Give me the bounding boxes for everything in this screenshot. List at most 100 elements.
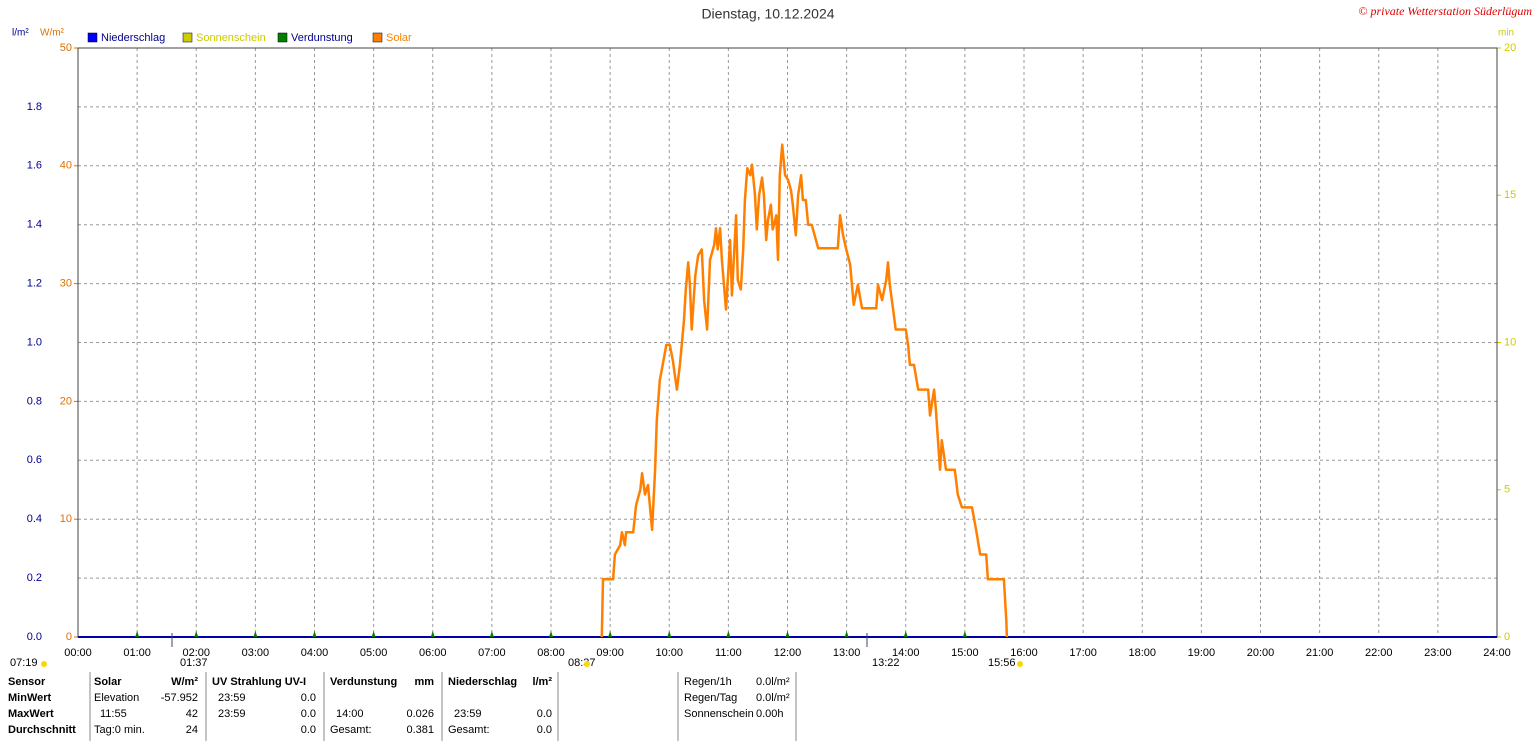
info-label: Regen/Tag [684,692,737,704]
y-tick-label: 20 [60,395,72,407]
y3-axis-label: l/m² [12,28,29,39]
x-tick-label: 18:00 [1128,647,1156,659]
hour-marker [608,631,613,637]
x-tick-label: 23:00 [1424,647,1452,659]
y2-tick-label: 20 [1504,42,1516,54]
cell-value: 0.381 [406,724,434,736]
cell-value: 24 [186,724,198,736]
cell-value: 42 [186,708,198,720]
y-tick-label: 30 [60,278,72,290]
y3-tick-label: 1.2 [27,278,42,290]
x-tick-label: 17:00 [1069,647,1097,659]
x-tick-label: 05:00 [360,647,388,659]
y-tick-label: 0 [66,631,72,643]
x-tick-label: 14:00 [892,647,920,659]
x-tick-label: 11:00 [715,647,742,659]
hour-marker [549,631,553,637]
y3-tick-label: 0.6 [27,454,42,466]
y3-tick-label: 0.8 [27,395,42,407]
hour-marker [844,631,849,637]
x-tick-label: 04:00 [301,647,329,659]
table-header: Verdunstung [330,676,397,688]
y3-tick-label: 1.4 [27,219,42,231]
y2-tick-label: 15 [1504,189,1516,201]
x-tick-label: 21:00 [1306,647,1334,659]
y3-tick-label: 1.0 [27,336,42,348]
x-tick-label: 24:00 [1483,647,1511,659]
cell-note: Elevation [94,692,139,704]
x-tick-label: 01:00 [123,647,151,659]
legend-label: Sonnenschein [196,32,266,44]
chart-title: Dienstag, 10.12.2024 [701,6,834,22]
y-axis-label: W/m² [40,28,65,39]
y3-tick-label: 0.0 [27,631,42,643]
x-tick-label: 19:00 [1188,647,1216,659]
info-value: 0.00h [756,708,784,720]
hour-marker [726,631,731,637]
copyright: © private Wetterstation Süderlügum [1358,4,1532,18]
cell-value: 0.0 [537,708,552,720]
hour-marker [489,631,494,637]
table-header: l/m² [532,676,552,688]
cell-value: -57.952 [161,692,198,704]
table-header: Solar [94,676,122,688]
cell-note: 14:00 [336,708,364,720]
info-value: 0.0l/m² [756,676,790,688]
info-label: Regen/1h [684,676,732,688]
legend-label: Solar [386,32,412,44]
cell-value: 0.0 [537,724,552,736]
hour-marker [667,631,672,637]
y3-tick-label: 1.6 [27,160,42,172]
hour-marker [312,631,317,637]
y2-tick-label: 5 [1504,484,1510,496]
annotation: 15:56 [988,657,1016,669]
info-label: Sonnenschein [684,708,754,720]
table-header: mm [414,676,434,688]
x-tick-label: 07:00 [478,647,506,659]
y-tick-label: 50 [60,42,72,54]
cell-note: 23:59 [454,708,482,720]
cell-note: Gesamt: [330,724,372,736]
table-header: Sensor [8,676,46,688]
hour-marker [194,631,199,637]
cell-note: 11:55 [100,708,127,720]
x-tick-label: 12:00 [774,647,802,659]
x-tick-label: 08:00 [537,647,565,659]
x-tick-label: 00:00 [64,647,92,659]
cell-note: Gesamt: [448,724,490,736]
hour-marker [430,631,435,637]
cell-note: 23:59 [218,692,246,704]
sun-marker [41,661,47,667]
sun-marker [1017,661,1023,667]
x-tick-label: 20:00 [1247,647,1275,659]
hour-marker [785,631,790,637]
x-tick-label: 02:00 [182,647,210,659]
y-tick-label: 40 [60,160,72,172]
cell-note: Tag:0 min. [94,724,145,736]
y2-tick-label: 10 [1504,336,1516,348]
legend-label: Verdunstung [291,32,353,44]
legend-swatch [182,32,193,43]
hour-marker [253,631,258,637]
annotation: 01:37 [180,657,208,669]
cell-note: 23:59 [218,708,246,720]
x-tick-label: 09:00 [596,647,624,659]
row-label: Durchschnitt [8,724,76,736]
y2-tick-label: 0 [1504,631,1510,643]
y2-axis-label: min [1498,28,1514,39]
y-tick-label: 10 [60,513,72,525]
x-tick-label: 06:00 [419,647,447,659]
info-value: 0.0l/m² [756,692,790,704]
x-tick-label: 03:00 [242,647,270,659]
cell-value: 0.0 [301,724,316,736]
y3-tick-label: 1.8 [27,101,42,113]
annotation: 07:19 [10,657,38,669]
annotation: 08:37 [568,657,596,669]
legend-swatch [277,32,288,43]
legend-swatch [372,32,383,43]
x-tick-label: 22:00 [1365,647,1393,659]
table-header: Niederschlag [448,676,517,688]
cell-value: 0.0 [301,692,316,704]
